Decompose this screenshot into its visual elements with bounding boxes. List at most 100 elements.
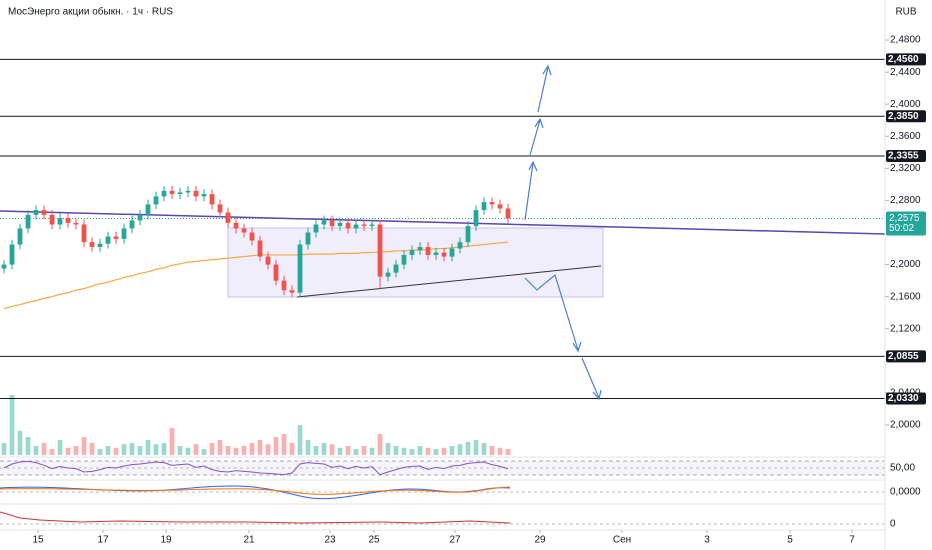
volume-bar [137, 446, 143, 455]
candle-body [153, 196, 159, 205]
x-tick-label: 19 [160, 535, 172, 546]
candle-body [289, 290, 295, 293]
volume-bar [41, 443, 47, 455]
third-tick-label: 0 [890, 519, 896, 530]
level-label: 2,4560 [888, 54, 919, 65]
volume-bar [153, 444, 159, 455]
candle-body [489, 202, 495, 205]
volume-bar [9, 395, 15, 455]
volume-bar [161, 443, 167, 455]
volume-bar [65, 447, 71, 455]
volume-bar [385, 443, 391, 455]
candle-body [409, 250, 415, 255]
volume-bar [249, 443, 255, 455]
level-label: 2,3850 [888, 111, 919, 122]
countdown: 50:02 [889, 223, 914, 234]
candle-body [25, 214, 31, 229]
x-tick-label: 23 [324, 535, 336, 546]
volume-bar [393, 446, 399, 455]
volume-bar [177, 446, 183, 455]
volume-bar [481, 443, 487, 455]
volume-bar [345, 446, 351, 455]
volume-bar [241, 446, 247, 455]
volume-bar [113, 447, 119, 455]
candle-body [377, 224, 383, 277]
candle-body [481, 202, 487, 211]
volume-bar [257, 440, 263, 455]
candle-body [209, 194, 215, 205]
arrow [537, 66, 549, 113]
candle-body [401, 254, 407, 265]
candle-body [1, 264, 7, 269]
volume-bar [169, 428, 175, 455]
arrows [524, 64, 602, 401]
candle-body [129, 220, 135, 229]
y-tick-label: 2,3200 [890, 163, 921, 174]
volume-bar [89, 443, 95, 455]
candle-body [329, 220, 335, 227]
arrowhead [534, 117, 544, 129]
candle-body [33, 210, 39, 215]
candle-body [145, 204, 151, 215]
candle-body [345, 222, 351, 229]
back-layer [1, 395, 511, 455]
chart-title: МосЭнерго акции обыкн. · 1ч · RUS [8, 6, 173, 18]
candle-body [441, 252, 447, 257]
candle-body [337, 222, 343, 227]
y-tick-label: 2,2800 [890, 195, 921, 206]
volume-bar [1, 443, 7, 455]
volume-bar [417, 446, 423, 455]
rsi-tick-label: 50,00 [890, 463, 915, 474]
y-tick-label: 2,1200 [890, 323, 921, 334]
level-label-box [886, 110, 926, 123]
candle-body [233, 222, 239, 229]
volume-bar [449, 446, 455, 455]
volume-bar [489, 446, 495, 455]
candle-body [313, 224, 319, 233]
macd-tick-label: 0,0000 [890, 487, 921, 498]
volume-bar [145, 440, 151, 455]
y-tick-label: 2,0000 [890, 420, 921, 431]
volume-bar [297, 425, 303, 455]
candle-body [121, 228, 127, 239]
volume-bar [329, 444, 335, 455]
front-layer [1, 186, 511, 298]
volume-bar [193, 444, 199, 455]
candle-body [473, 210, 479, 227]
candle-body [177, 192, 183, 195]
volume-bar [289, 443, 295, 455]
candle-body [17, 228, 23, 245]
volume-bar [321, 443, 327, 455]
volume-bar [105, 446, 111, 455]
third-line [0, 511, 511, 524]
candle-body [169, 190, 175, 195]
candle-body [225, 212, 231, 223]
macd-signal [0, 486, 511, 495]
candle-body [185, 190, 191, 193]
volume-bar [281, 434, 287, 455]
x-tick-label: 7 [849, 535, 855, 546]
volume-bar [25, 437, 31, 455]
level-label: 2,0330 [888, 393, 919, 404]
arrowhead [542, 64, 552, 76]
candle-body [81, 224, 87, 243]
volume-bar [433, 449, 439, 455]
candle-body [433, 252, 439, 255]
candle-body [217, 204, 223, 213]
volume-bar [129, 443, 135, 455]
arrow [524, 162, 534, 221]
volume-bar [497, 447, 503, 455]
candle-body [385, 272, 391, 277]
volume-bar [465, 441, 471, 455]
volume-bar [369, 447, 375, 455]
volume-bar [441, 447, 447, 455]
y-tick-label: 2,4400 [890, 67, 921, 78]
volume-bar [17, 431, 23, 455]
candle-body [457, 242, 463, 249]
rsi-line [3, 460, 509, 476]
volume-bar [225, 446, 231, 455]
volume-bar [305, 440, 311, 455]
level-label-box [886, 149, 926, 162]
x-tick-label: 15 [32, 535, 44, 546]
